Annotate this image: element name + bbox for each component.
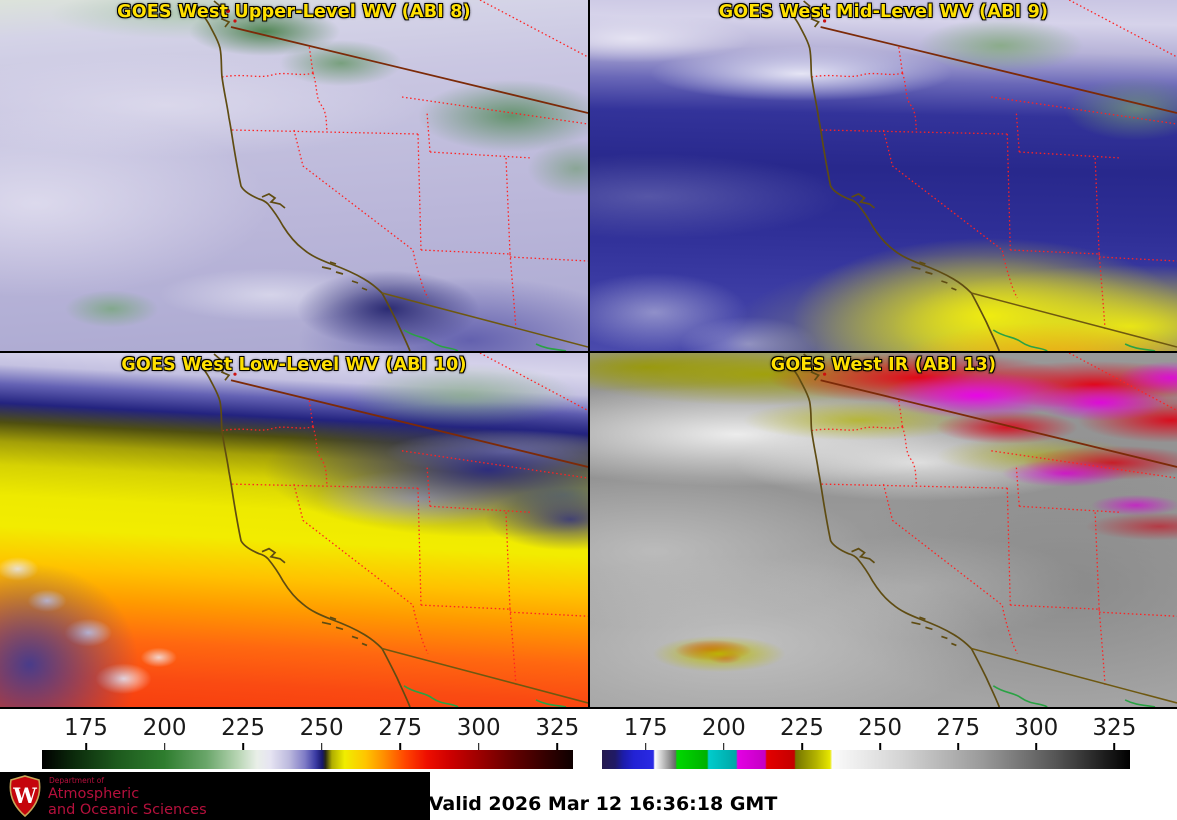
colorbar-tick-mark xyxy=(85,743,87,750)
colorbar-tick-mark xyxy=(1113,743,1116,750)
colorbar-gradient-wv xyxy=(42,750,573,769)
aos-logo: W Department of Atmospheric and Oceanic … xyxy=(0,772,430,820)
city-dot xyxy=(226,9,230,13)
colorbar-tick-label: 225 xyxy=(779,715,824,741)
panel-mid-level-wv: GOES West Mid-Level WV (ABI 9) xyxy=(590,0,1177,351)
valid-timestamp: Valid 2026 Mar 12 16:36:18 GMT xyxy=(428,793,778,815)
logo-dept-line: Department of xyxy=(49,776,104,785)
colorbar-tick-mark xyxy=(163,743,166,750)
mexico-border-line xyxy=(971,647,1177,704)
colorbar-tick-label: 175 xyxy=(623,715,668,741)
panel-low-level-wv: GOES West Low-Level WV (ABI 10) xyxy=(0,353,588,707)
state-border-lines xyxy=(221,353,588,686)
channel-islands xyxy=(321,261,368,291)
satellite-imagery-abi10 xyxy=(0,353,588,707)
mexico-border-line xyxy=(381,647,588,704)
pacific-coastline xyxy=(195,3,411,351)
colorbar-tick-mark xyxy=(957,743,959,750)
channel-islands xyxy=(911,261,957,291)
city-dot xyxy=(815,9,820,13)
canada-border-line xyxy=(820,379,1177,468)
colorbar-tick-label: 200 xyxy=(701,715,746,741)
canada-border-line xyxy=(230,26,588,114)
satellite-imagery-abi13 xyxy=(590,353,1177,707)
colorbar-tick-mark xyxy=(723,743,725,750)
colorbar-ticks-ir: 175 200 225 250 275 300 325 xyxy=(602,709,1136,750)
panel-title-abi13: GOES West IR (ABI 13) xyxy=(770,355,997,375)
logo-name-line1: Atmospheric xyxy=(48,785,140,802)
channel-islands xyxy=(321,616,368,647)
pacific-coastline xyxy=(784,356,1001,707)
puget-sound-detail xyxy=(803,0,820,28)
pacific-coastline xyxy=(195,356,411,707)
mexico-border-line xyxy=(971,292,1177,348)
colorbar-ticks-wv: 175 200 225 250 275 300 325 xyxy=(42,709,579,750)
city-dot xyxy=(823,372,827,376)
state-border-lines xyxy=(811,0,1177,331)
colorbar-tick-mark xyxy=(477,743,480,750)
colorbar-tick-label: 275 xyxy=(936,715,981,741)
panel-title-abi8: GOES West Upper-Level WV (ABI 8) xyxy=(117,2,471,22)
pacific-coastline xyxy=(784,3,1001,351)
puget-sound-detail xyxy=(803,353,820,381)
puget-sound-detail xyxy=(213,353,231,381)
colorbar-tick-label: 325 xyxy=(1092,715,1137,741)
city-dot xyxy=(226,362,230,367)
colorbar-tick-mark xyxy=(399,743,401,750)
colorbar-tick-mark xyxy=(801,743,803,750)
sf-bay-detail xyxy=(851,547,876,564)
colorbar-tick-label: 250 xyxy=(858,715,902,741)
sf-bay-detail xyxy=(851,193,876,209)
river-border-green-line xyxy=(992,685,1156,707)
colorbar-water-vapor: 175 200 225 250 275 300 325 xyxy=(42,709,579,771)
satellite-imagery-abi9 xyxy=(590,0,1177,351)
river-border-green-line xyxy=(403,329,567,351)
panel-upper-level-wv: GOES West Upper-Level WV (ABI 8) xyxy=(0,0,588,351)
colorbar-tick-mark xyxy=(644,743,647,750)
panel-title-abi10: GOES West Low-Level WV (ABI 10) xyxy=(121,355,467,375)
colorbar-tick-label: 325 xyxy=(535,715,580,741)
river-border-green-line xyxy=(403,685,567,707)
colorbar-ir: 175 200 225 250 275 300 325 xyxy=(602,709,1136,771)
colorbar-tick-label: 225 xyxy=(221,715,266,741)
uw-monogram: W xyxy=(12,783,37,808)
state-border-lines xyxy=(221,0,588,331)
colorbar-gradient-ir xyxy=(602,750,1130,769)
colorbar-tick-label: 250 xyxy=(299,715,344,741)
puget-sound-detail xyxy=(213,0,231,28)
footer: 175 200 225 250 275 300 325 175 200 225 250 275 300… xyxy=(0,707,1177,820)
colorbar-tick-label: 300 xyxy=(456,715,501,741)
colorbar-tick-mark xyxy=(1035,743,1038,750)
city-dot xyxy=(815,362,820,367)
logo-text: Department of Atmospheric and Oceanic Sc… xyxy=(48,775,207,818)
canada-border-line xyxy=(230,379,588,468)
colorbar-tick-mark xyxy=(879,743,881,750)
satellite-imagery-abi8 xyxy=(0,0,588,351)
colorbar-tick-mark xyxy=(242,743,244,750)
colorbar-tick-label: 275 xyxy=(378,715,423,741)
city-dot xyxy=(233,372,237,376)
state-border-lines xyxy=(811,353,1177,686)
colorbar-tick-label: 175 xyxy=(64,715,108,741)
channel-islands xyxy=(911,616,957,647)
city-dot xyxy=(823,19,827,23)
city-dot xyxy=(233,19,237,23)
colorbar-tick-mark xyxy=(320,743,323,750)
canada-border-line xyxy=(820,26,1177,114)
river-border-green-line xyxy=(992,329,1156,351)
colorbar-tick-label: 200 xyxy=(142,715,187,741)
panel-title-abi9: GOES West Mid-Level WV (ABI 9) xyxy=(718,2,1049,22)
colorbar-tick-label: 300 xyxy=(1014,715,1059,741)
colorbar-tick-mark xyxy=(556,743,559,750)
logo-name-line2: and Oceanic Sciences xyxy=(48,802,207,818)
uw-crest-icon: W xyxy=(9,775,41,817)
panel-ir: GOES West IR (ABI 13) xyxy=(590,353,1177,707)
mexico-border-line xyxy=(381,292,588,348)
sf-bay-detail xyxy=(261,193,286,209)
sf-bay-detail xyxy=(261,547,286,564)
